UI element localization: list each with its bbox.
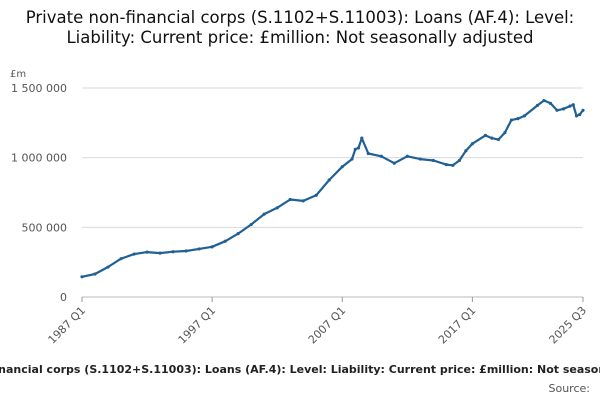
- data-point: [483, 133, 488, 137]
- data-point: [314, 193, 318, 197]
- data-point: [249, 222, 253, 227]
- data-point: [542, 98, 546, 103]
- data-point: [353, 147, 357, 151]
- y-tick-label: 1 500 000: [11, 82, 67, 95]
- data-point: [431, 158, 435, 163]
- data-point: [581, 108, 585, 112]
- data-point: [366, 151, 370, 156]
- y-axis-unit-label: £m: [10, 69, 26, 80]
- data-point: [522, 114, 527, 118]
- data-point: [574, 114, 579, 118]
- data-point: [503, 130, 507, 135]
- data-point: [171, 250, 175, 254]
- data-point: [490, 136, 494, 140]
- series-line: [81, 99, 584, 278]
- x-tick-label: 2007 Q1: [306, 304, 349, 347]
- data-point: [356, 146, 361, 150]
- y-tick-label: 1 000 000: [11, 152, 67, 165]
- x-tick-label: 1997 Q1: [176, 304, 219, 347]
- data-point: [145, 250, 149, 254]
- data-point: [301, 199, 305, 203]
- data-point: [516, 117, 520, 121]
- x-tick-label: 1987 Q1: [46, 304, 89, 347]
- data-point: [509, 118, 514, 122]
- data-point: [132, 252, 136, 256]
- data-point: [275, 206, 279, 210]
- data-point: [262, 212, 266, 216]
- grid-lines: [82, 87, 583, 228]
- data-point: [350, 157, 354, 161]
- source-label: Source:: [549, 382, 591, 395]
- data-point: [548, 101, 553, 105]
- chart-footer-title: Private non-financial corps (S.1102+S.11…: [0, 363, 600, 376]
- data-point: [119, 257, 123, 261]
- data-point: [418, 157, 422, 161]
- data-point: [93, 272, 97, 276]
- x-tick-label: 2025 Q3: [547, 304, 590, 347]
- data-point: [392, 161, 396, 165]
- data-point: [555, 108, 559, 112]
- data-point: [106, 265, 110, 269]
- data-point: [197, 247, 201, 251]
- data-point: [464, 149, 468, 153]
- series-layer: [80, 98, 585, 279]
- data-point: [158, 251, 162, 255]
- y-tick-label: 0: [60, 291, 67, 304]
- data-point: [535, 103, 540, 108]
- data-point: [457, 158, 461, 163]
- data-point: [360, 136, 364, 140]
- x-tick-label: 2017 Q1: [436, 304, 479, 347]
- chart-title: Private non-financial corps (S.1102+S.11…: [25, 8, 575, 47]
- data-point: [578, 112, 582, 117]
- y-tick-label: 500 000: [22, 221, 68, 234]
- data-point: [340, 165, 344, 169]
- data-point: [80, 275, 84, 279]
- axes: [81, 296, 584, 302]
- data-point: [327, 178, 331, 182]
- data-point: [470, 142, 474, 146]
- data-point: [223, 239, 227, 243]
- data-point: [405, 154, 409, 158]
- tick-labels: 0 500 000 1 000 000 1 500 000 1987 Q1 1997 Q1…: [11, 82, 589, 346]
- data-point: [379, 154, 383, 158]
- data-point: [236, 232, 240, 236]
- data-point: [288, 197, 292, 202]
- data-point: [561, 107, 566, 111]
- data-point: [496, 137, 501, 142]
- data-point: [444, 163, 448, 167]
- data-point: [571, 103, 575, 107]
- data-point: [210, 245, 214, 249]
- data-point: [184, 249, 188, 253]
- data-point: [451, 163, 455, 167]
- data-point: [568, 104, 572, 108]
